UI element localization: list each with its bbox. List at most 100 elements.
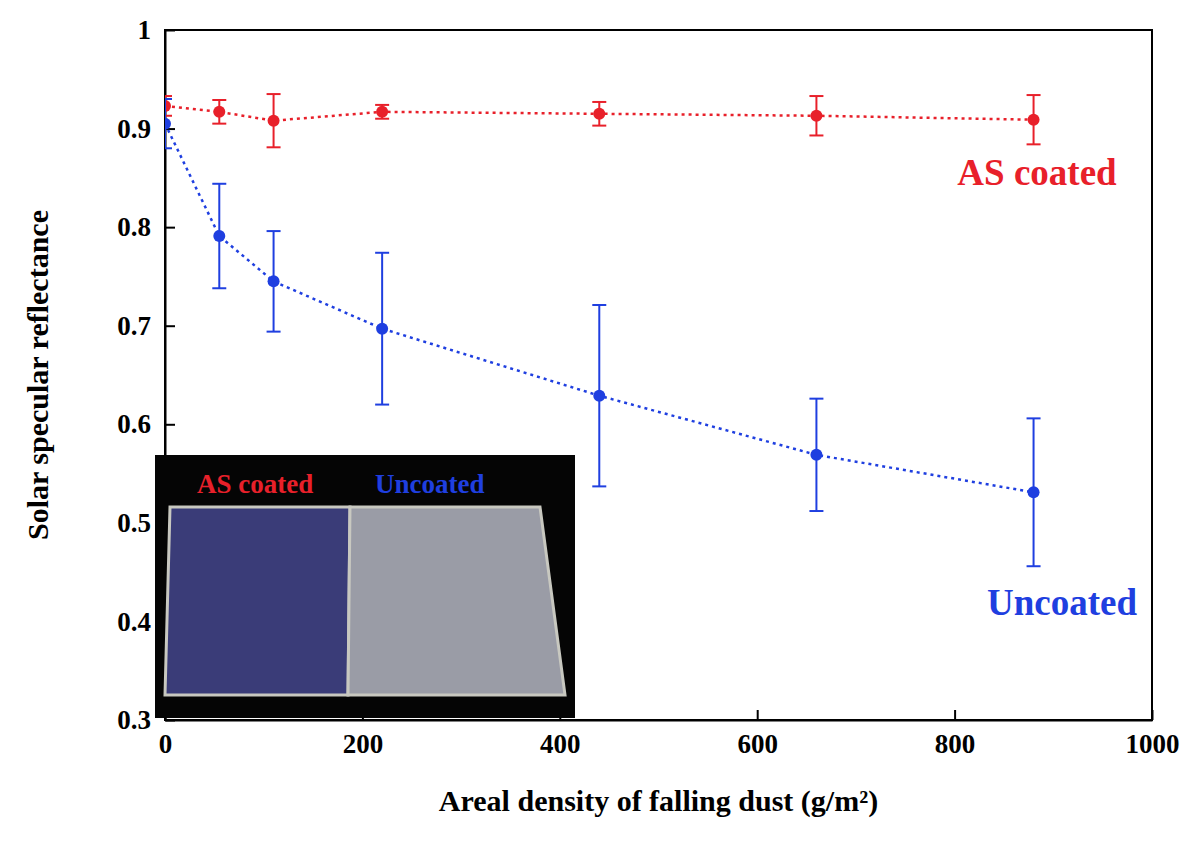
error-bar-cap — [212, 287, 226, 289]
series-label: AS coated — [957, 152, 1117, 193]
plot-frame — [165, 30, 1152, 720]
x-axis-line — [166, 720, 1153, 722]
data-point — [1028, 486, 1040, 498]
series-label: Uncoated — [987, 582, 1137, 623]
data-point — [268, 115, 280, 127]
error-bar-cap — [592, 485, 606, 487]
y-tick-label: 0.3 — [117, 705, 151, 735]
error-bar-cap — [809, 95, 823, 97]
x-tick-label: 1000 — [1126, 729, 1180, 759]
data-point — [165, 118, 171, 130]
x-tick: 800 — [935, 710, 976, 759]
error-bar — [165, 96, 172, 116]
y-axis-title: Solar specular reflectance — [21, 210, 54, 540]
y-tick-mark — [165, 720, 175, 722]
data-point — [593, 108, 605, 120]
x-tick-label: 200 — [343, 729, 384, 759]
chart: 0 200 400 600 800 1000 0.3 0.4 0.5 0.6 0.7 0.8 0.9 1 A… — [0, 0, 1200, 851]
error-bar — [212, 184, 226, 288]
y-tick-label: 0.7 — [117, 311, 151, 341]
y-tick: 0.8 — [117, 212, 175, 242]
data-point — [1028, 114, 1040, 126]
data-point — [268, 275, 280, 287]
error-bar-cap — [375, 104, 389, 106]
error-bar-cap — [375, 118, 389, 120]
error-bar — [592, 102, 606, 126]
x-tick-mark — [954, 710, 956, 720]
y-tick: 0.6 — [117, 409, 175, 439]
inset-label: AS coated — [197, 469, 313, 499]
error-bar-cap — [165, 95, 172, 97]
data-point — [810, 449, 822, 461]
error-bar-cap — [1027, 94, 1041, 96]
inset-photo: AS coated Uncoated — [155, 455, 575, 718]
error-bar-cap — [212, 99, 226, 101]
series-line — [165, 106, 1034, 121]
error-bar-cap — [165, 115, 172, 117]
y-tick-label: 0.9 — [117, 114, 151, 144]
error-bar-cap — [1027, 143, 1041, 145]
y-tick-mark — [165, 325, 175, 327]
data-point — [213, 230, 225, 242]
x-tick-label: 400 — [540, 729, 581, 759]
data-layer — [165, 94, 1041, 566]
error-bar-cap — [375, 252, 389, 254]
y-tick-mark — [165, 30, 175, 32]
error-bar — [165, 99, 172, 148]
error-bar — [267, 231, 281, 332]
data-point — [593, 390, 605, 402]
error-bar-cap — [212, 183, 226, 185]
error-bar — [592, 305, 606, 486]
data-point — [213, 106, 225, 118]
error-bar-cap — [165, 147, 172, 149]
error-bar — [375, 253, 389, 405]
y-tick-label: 0.8 — [117, 212, 151, 242]
x-tick-label: 600 — [737, 729, 778, 759]
x-tick: 1000 — [1126, 710, 1180, 759]
error-bar — [809, 96, 823, 135]
x-tick: 600 — [737, 710, 778, 759]
error-bar-cap — [267, 146, 281, 148]
y-tick: 0.7 — [117, 311, 175, 341]
inset-coated-panel — [165, 507, 350, 695]
plot: 0 200 400 600 800 1000 0.3 0.4 0.5 0.6 0.7 0.8 0.9 1 A… — [117, 15, 1179, 759]
x-axis-title: Areal density of falling dust (g/m²) — [439, 784, 878, 818]
error-bar-cap — [809, 510, 823, 512]
error-bar — [267, 94, 281, 147]
error-bar — [212, 100, 226, 124]
error-bar — [1027, 95, 1041, 144]
x-tick-label: 0 — [159, 729, 173, 759]
error-bar — [809, 399, 823, 511]
error-bar-cap — [1027, 417, 1041, 419]
error-bar-cap — [1027, 565, 1041, 567]
error-bar — [1027, 418, 1041, 566]
error-bar-cap — [592, 125, 606, 127]
error-bar-cap — [375, 404, 389, 406]
error-bar-cap — [809, 398, 823, 400]
x-tick-label: 800 — [935, 729, 976, 759]
error-bar — [375, 105, 389, 119]
error-bar-cap — [592, 101, 606, 103]
y-tick: 0.9 — [117, 114, 175, 144]
series-line — [165, 124, 1034, 493]
y-tick-label: 1 — [138, 15, 152, 45]
data-point — [810, 110, 822, 122]
error-bar-cap — [592, 304, 606, 306]
error-bar-cap — [809, 134, 823, 136]
x-tick-mark — [1152, 710, 1154, 720]
inset-uncoated-panel — [348, 507, 565, 695]
y-tick-label: 0.4 — [117, 607, 151, 637]
y-tick-label: 0.6 — [117, 409, 151, 439]
y-tick: 1 — [138, 15, 176, 45]
y-tick-mark — [165, 424, 175, 426]
data-point — [376, 323, 388, 335]
error-bar-cap — [267, 331, 281, 333]
inset-background — [155, 455, 575, 718]
x-tick-mark — [757, 710, 759, 720]
error-bar-cap — [212, 123, 226, 125]
data-point — [376, 106, 388, 118]
y-tick-mark — [165, 227, 175, 229]
inset-label: Uncoated — [375, 469, 485, 499]
error-bar-cap — [267, 230, 281, 232]
y-tick-label: 0.5 — [117, 508, 151, 538]
